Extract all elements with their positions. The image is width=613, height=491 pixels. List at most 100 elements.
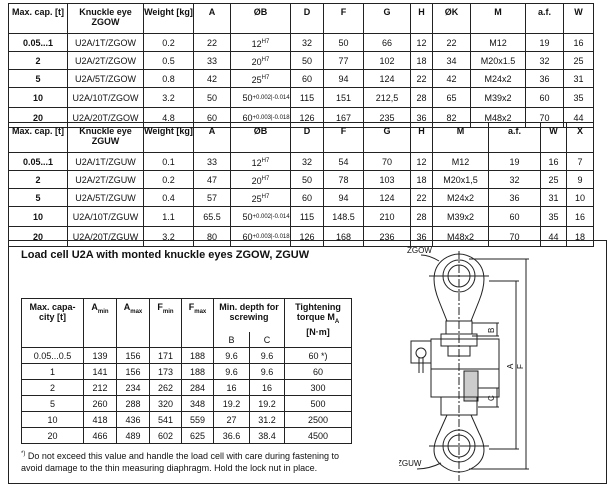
table-cell: 18: [410, 170, 433, 189]
table-cell: 0.2: [143, 170, 194, 189]
table-cell: 148.5: [323, 206, 364, 227]
column-header: ØK: [432, 3, 471, 34]
table-cell: 42: [432, 69, 471, 88]
table-cell: 5: [21, 395, 84, 412]
table-cell: 20H7: [230, 51, 291, 70]
table-row: 20 U2A/20T/ZGUW 3.2 80 60+0.003|-0.018 126 168…: [8, 226, 594, 247]
table-cell: 12: [410, 152, 433, 171]
table-cell: 50: [290, 51, 324, 70]
table-cell: 34: [432, 51, 471, 70]
table-cell: 0.1: [143, 152, 194, 171]
table-cell: 18: [566, 226, 594, 247]
table-cell: M24x2: [470, 69, 526, 88]
load-cell-diagram: ZGOW ZGUW A F B C: [399, 246, 529, 481]
table-row: 2 212 234 262 284 16 16 300: [21, 379, 353, 396]
table-row: 20 466 489 602 625 36.6 38.4 4500: [21, 427, 353, 444]
table-row: 5 260 288 320 348 19.2 19.2 500: [21, 395, 353, 412]
table-cell: 12: [410, 33, 433, 52]
table-cell: 9.6: [248, 363, 286, 380]
table-cell: 3.2: [143, 226, 194, 247]
table-cell: 466: [83, 427, 117, 444]
table-cell: 20: [21, 427, 84, 444]
column-header: M: [470, 3, 526, 34]
header-amax: Amax: [116, 298, 150, 348]
table-cell: 300: [284, 379, 353, 396]
column-header: Weight [kg]: [143, 3, 194, 34]
table-cell: 10: [21, 411, 84, 428]
table-cell: 65: [432, 87, 471, 108]
table-cell: 12H7: [230, 152, 291, 171]
table-cell: 22: [193, 33, 231, 52]
table-cell: 31: [563, 69, 594, 88]
table-cell: 60: [525, 87, 564, 108]
table-cell: 9: [566, 170, 594, 189]
table-cell: 124: [363, 188, 411, 207]
column-header: a.f.: [525, 3, 564, 34]
table-cell: 25: [540, 170, 567, 189]
column-header: F: [323, 122, 364, 153]
table-cell: 212: [83, 379, 117, 396]
table-cell: U2A/5T/ZGOW: [67, 69, 144, 88]
table-cell: 0.8: [143, 69, 194, 88]
table-cell: 7: [566, 152, 594, 171]
table-cell: 42: [193, 69, 231, 88]
table-cell: U2A/10T/ZGOW: [67, 87, 144, 108]
table-cell: M24x2: [432, 188, 489, 207]
label-zgow: ZGOW: [407, 246, 432, 255]
fit-grade: H7: [261, 74, 270, 81]
table-cell: 625: [181, 427, 214, 444]
table-cell: 57: [193, 188, 231, 207]
table-cell: 20: [8, 226, 68, 247]
table-row: 10 U2A/10T/ZGOW 3.2 50 50+0.002|-0.014 115 151…: [8, 87, 594, 108]
table-cell: 28: [410, 87, 433, 108]
table-cell: 77: [323, 51, 364, 70]
table-row: 5 U2A/5T/ZGOW 0.8 42 25H7 60 94 124 22 42 M24x2 36 3…: [8, 69, 594, 88]
table-cell: 115: [290, 87, 324, 108]
table-cell: 0.2: [143, 33, 194, 52]
column-header: Knuckle eye ZGUW: [67, 122, 144, 153]
header-fmin: Fmin: [149, 298, 182, 348]
table-cell: 78: [323, 170, 364, 189]
header-depth: Min. depth for screwing: [212, 298, 286, 332]
tolerance: +0.003|-0.018: [252, 115, 290, 122]
table-cell: 66: [363, 33, 411, 52]
table-cell: 20H7: [230, 170, 291, 189]
column-header: F: [323, 3, 364, 34]
table-cell: M12: [470, 33, 526, 52]
table-cell: 188: [181, 363, 214, 380]
table-cell: 500: [284, 395, 353, 412]
table-cell: 0.4: [143, 188, 194, 207]
header-b: B: [213, 332, 250, 348]
table-cell: 50: [323, 33, 364, 52]
table-cell: M39x2: [432, 206, 489, 227]
table-cell: 25: [563, 51, 594, 70]
table-cell: M20x1.5: [470, 51, 526, 70]
table-cell: 19.2: [248, 395, 286, 412]
tolerance: +0.002|-0.014: [252, 95, 290, 102]
table-cell: 139: [83, 347, 117, 364]
table-cell: 36: [488, 188, 541, 207]
table-cell: 33: [193, 152, 231, 171]
table-cell: 19.2: [213, 395, 250, 412]
table-cell: 210: [363, 206, 411, 227]
table-cell: 25H7: [230, 188, 291, 207]
table-cell: 103: [363, 170, 411, 189]
table-cell: 60: [488, 206, 541, 227]
table-cell: 10: [8, 206, 68, 227]
table-cell: 32: [525, 51, 564, 70]
table-cell: 54: [323, 152, 364, 171]
table-cell: 262: [149, 379, 182, 396]
table-cell: 102: [363, 51, 411, 70]
table-cell: 60: [284, 363, 353, 380]
table-cell: 171: [149, 347, 182, 364]
table-cell: 5: [8, 188, 68, 207]
table-cell: 94: [323, 69, 364, 88]
table-cell: 32: [488, 170, 541, 189]
table-zgow: Max. cap. [t] Knuckle eye ZGOW Weight [kg]…: [8, 3, 594, 128]
column-header: Knuckle eye ZGOW: [67, 3, 144, 34]
tolerance: +0.002|-0.014: [252, 214, 290, 221]
column-header: G: [363, 122, 411, 153]
table-cell: 348: [181, 395, 214, 412]
fit-grade: H7: [261, 38, 270, 45]
dim-a: A: [506, 363, 515, 369]
